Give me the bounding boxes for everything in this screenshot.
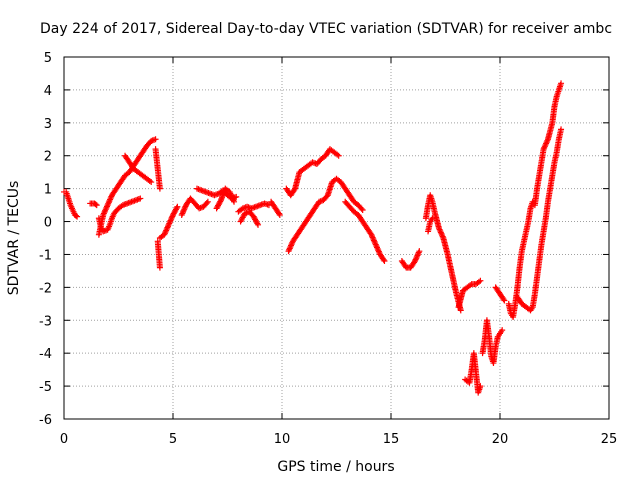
data-point — [335, 152, 342, 159]
data-point — [233, 193, 240, 200]
data-point — [174, 203, 181, 210]
y-tick-label: -2 — [39, 281, 52, 296]
y-tick-label: 0 — [44, 216, 52, 231]
tick-labels: 0 5 10 15 20 25 -6 -5 -4 -3 -2 -1 0 1 2 3 4 5 — [39, 51, 617, 447]
x-tick-label: 10 — [274, 432, 291, 447]
y-tick-label: -1 — [39, 248, 52, 263]
data-point — [275, 210, 282, 217]
data-point — [137, 195, 144, 202]
data-point — [477, 383, 484, 390]
data-point — [380, 256, 387, 263]
x-tick-label: 5 — [169, 432, 177, 447]
x-axis-label: GPS time / hours — [277, 459, 394, 475]
y-tick-label: 3 — [44, 117, 52, 132]
data-point — [558, 126, 565, 133]
data-point — [359, 207, 366, 214]
data-point — [291, 186, 298, 193]
data-point — [72, 212, 79, 219]
data-point — [92, 201, 99, 208]
y-tick-label: -5 — [39, 380, 52, 395]
data-point — [381, 258, 388, 265]
data-point — [558, 80, 565, 87]
data-point — [173, 205, 180, 212]
chart-title: Day 224 of 2017, Sidereal Day-to-day VTE… — [40, 21, 612, 37]
data-point — [74, 213, 81, 220]
y-tick-label: -3 — [39, 314, 52, 329]
data-point — [265, 202, 272, 209]
y-tick-label: 4 — [44, 84, 52, 99]
data-point — [500, 296, 507, 303]
y-tick-label: -4 — [39, 347, 52, 362]
y-axis-label: SDTVAR / TECUs — [6, 181, 22, 296]
data-point — [156, 185, 163, 192]
data-point — [231, 198, 238, 205]
y-tick-label: 1 — [44, 183, 52, 198]
data-point — [276, 211, 283, 218]
plot-frame — [63, 56, 610, 420]
axis-ticks — [63, 56, 610, 420]
data-point — [93, 202, 100, 209]
data-point — [204, 198, 211, 205]
x-tick-label: 0 — [60, 432, 68, 447]
data-point — [499, 327, 506, 334]
y-tick-label: -6 — [39, 413, 52, 428]
data-points — [61, 80, 565, 396]
data-point — [501, 297, 508, 304]
x-tick-label: 20 — [492, 432, 509, 447]
data-point — [148, 179, 155, 186]
x-tick-label: 15 — [383, 432, 400, 447]
y-tick-label: 2 — [44, 150, 52, 165]
data-point — [254, 220, 261, 227]
data-point — [152, 136, 159, 143]
data-point — [477, 277, 484, 284]
y-tick-label: 5 — [44, 51, 52, 66]
x-tick-label: 25 — [601, 432, 618, 447]
data-point — [457, 307, 464, 314]
data-point — [156, 264, 163, 271]
data-point — [429, 215, 436, 222]
data-point — [255, 221, 262, 228]
data-point — [416, 248, 423, 255]
data-point — [203, 200, 210, 207]
data-point — [217, 198, 224, 205]
data-point — [358, 205, 365, 212]
